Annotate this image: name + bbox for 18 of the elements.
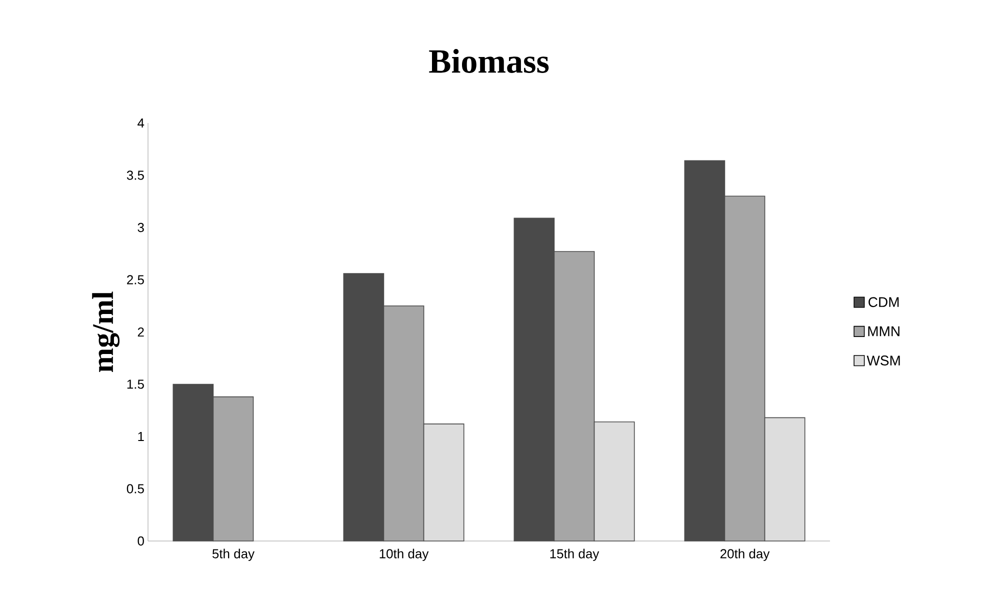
- y-axis-title: mg/ml: [92, 292, 120, 372]
- y-tick-label: 2: [138, 327, 144, 337]
- y-tick-label: 4: [138, 118, 144, 128]
- legend-label: CDM: [868, 297, 899, 308]
- x-tick-label: 10th day: [380, 548, 429, 561]
- legend-label: WSM: [866, 356, 900, 366]
- y-tick-label: 2.5: [127, 275, 144, 284]
- y-tick-label: 1.5: [127, 380, 144, 389]
- x-tick-label: 5th day: [212, 548, 255, 561]
- y-tick-label: 3.5: [126, 170, 144, 180]
- x-tick-label: 15th day: [550, 548, 600, 561]
- x-tick-label: 20th day: [720, 548, 770, 561]
- y-tick-label: 0.5: [126, 484, 144, 494]
- chart-title: Biomass: [429, 49, 549, 73]
- y-tick-label: 3: [138, 222, 144, 232]
- legend-label: MMN: [868, 326, 900, 336]
- y-tick-label: 0: [138, 536, 144, 546]
- y-tick-label: 1: [138, 432, 144, 441]
